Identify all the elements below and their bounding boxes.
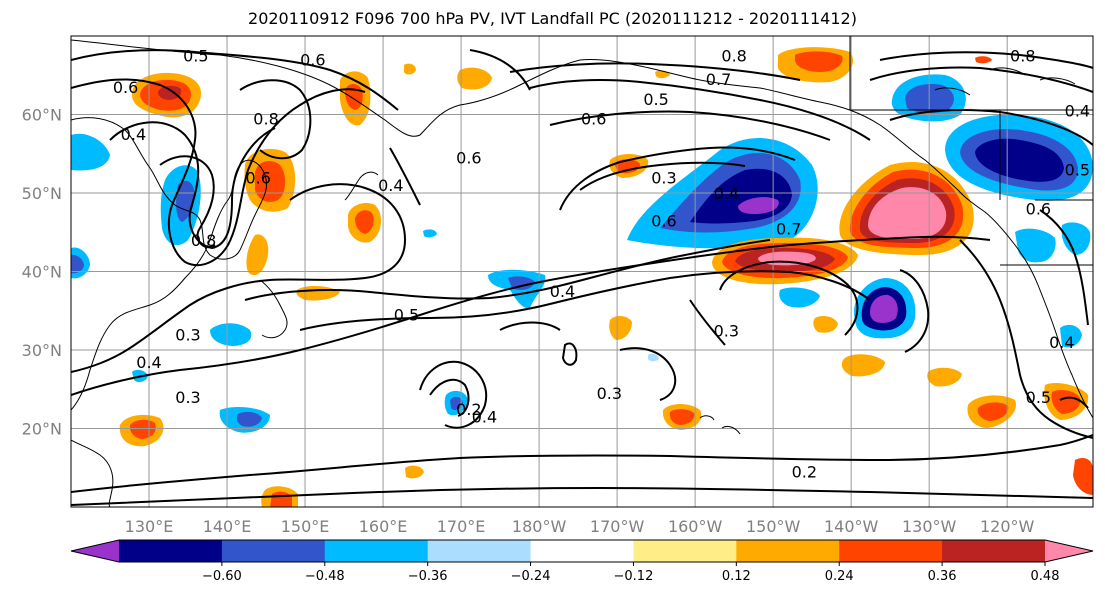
contour-label: 0.3 <box>714 321 739 340</box>
colorbar-segment <box>839 540 943 562</box>
colorbar-segment <box>427 540 532 562</box>
contour-label: 0.6 <box>1026 200 1051 219</box>
positive-anomaly-pacific-northwest <box>839 161 974 255</box>
colorbar-extend-high <box>1045 540 1093 562</box>
lat-tick-label: 60°N <box>22 106 62 125</box>
contour-label: 0.3 <box>597 384 622 403</box>
contour-label: 0.6 <box>113 78 138 97</box>
contour-label: 0.4 <box>472 408 497 427</box>
colorbar: −0.60 −0.48 −0.36 −0.24 −0.12 0.12 0.24 0.36 0.4… <box>70 539 1094 584</box>
ivt-contours <box>71 49 1093 506</box>
coastlines <box>71 36 1093 507</box>
colorbar-tick-label: 0.24 <box>825 569 854 584</box>
colorbar-segment <box>530 540 634 562</box>
contour-label: 0.5 <box>183 47 208 66</box>
colorbar-outline <box>70 539 1094 563</box>
latitude-ticks: 20°N 30°N 40°N 50°N 60°N <box>22 106 62 439</box>
negative-anomaly-subtropical <box>854 278 916 339</box>
lon-tick-label: 180°W <box>512 517 567 536</box>
lon-tick-label: 140°E <box>203 517 252 536</box>
contour-label: 0.4 <box>136 353 161 372</box>
colorbar-segment <box>324 540 429 562</box>
contour-label: 0.3 <box>651 168 676 187</box>
colorbar-tick-label: −0.36 <box>408 569 448 584</box>
lat-tick-label: 40°N <box>22 263 62 282</box>
contour-label: 0.4 <box>714 184 739 203</box>
contour-label: 0.8 <box>253 109 278 128</box>
lon-tick-label: 160°W <box>668 517 723 536</box>
colorbar-tick-label: −0.60 <box>202 569 242 584</box>
contour-label: 0.7 <box>776 219 801 238</box>
contour-label: 0.4 <box>378 176 403 195</box>
contour-label: 0.2 <box>792 463 817 482</box>
map-frame <box>70 35 1094 508</box>
colorbar-tick-label: 0.48 <box>1031 569 1060 584</box>
lat-tick-label: 50°N <box>22 184 62 203</box>
map-title: 2020110912 F096 700 hPa PV, IVT Landfall… <box>248 9 857 28</box>
lon-tick-label: 130°W <box>902 517 957 536</box>
longitude-ticks: 130°E 140°E 150°E 160°E 170°E 180°W 170°W 160°W… <box>125 517 1035 536</box>
colorbar-segment <box>221 540 326 562</box>
contour-label: 0.4 <box>121 125 146 144</box>
contour-label: 0.6 <box>581 109 606 128</box>
contour-label: 0.8 <box>191 231 216 250</box>
contour-label: 0.6 <box>651 211 676 230</box>
colorbar-tick-label: 0.12 <box>722 569 751 584</box>
contour-label: 0.7 <box>706 70 731 89</box>
colorbar-segment <box>736 540 840 562</box>
lon-tick-label: 140°W <box>824 517 879 536</box>
map-plot-area: 0.5 0.6 0.6 0.8 0.4 0.6 0.4 0.8 0.6 0.8 0.7 0.5 0.6 0… <box>71 36 1093 507</box>
graticule <box>71 36 1093 507</box>
colorbar-segment <box>119 540 223 562</box>
contour-label: 0.3 <box>175 388 200 407</box>
contour-labels: 0.5 0.6 0.6 0.8 0.4 0.6 0.4 0.8 0.6 0.8 0.7 0.5 0.6 0… <box>113 47 1090 482</box>
colorbar-segment <box>633 540 737 562</box>
colorbar-segment <box>942 540 1046 562</box>
colorbar-tick-label: −0.24 <box>511 569 551 584</box>
colorbar-extend-low <box>71 540 119 562</box>
contour-label: 0.4 <box>550 282 575 301</box>
lon-tick-label: 130°E <box>125 517 174 536</box>
lon-tick-label: 160°E <box>359 517 408 536</box>
contour-label: 0.4 <box>1065 102 1090 121</box>
contour-label: 0.8 <box>721 47 746 66</box>
pv-shading <box>71 47 1093 507</box>
contour-label: 0.5 <box>643 90 668 109</box>
colorbar-tick-label: 0.36 <box>928 569 957 584</box>
lon-tick-label: 150°E <box>281 517 330 536</box>
contour-label: 0.5 <box>1065 160 1090 179</box>
lat-tick-label: 20°N <box>22 420 62 439</box>
positive-anomaly-band <box>712 237 858 285</box>
contour-label: 0.6 <box>456 149 481 168</box>
colorbar-tick-label: −0.12 <box>614 569 654 584</box>
contour-label: 0.5 <box>394 306 419 325</box>
lon-tick-label: 150°W <box>746 517 801 536</box>
contour-label: 0.8 <box>1010 47 1035 66</box>
contour-label: 0.4 <box>1049 333 1074 352</box>
contour-label: 0.6 <box>300 51 325 70</box>
lon-tick-label: 170°W <box>590 517 645 536</box>
lon-tick-label: 170°E <box>437 517 486 536</box>
contour-label: 0.2 <box>456 400 481 419</box>
lon-tick-label: 120°W <box>980 517 1035 536</box>
contour-label: 0.5 <box>1026 388 1051 407</box>
lat-tick-label: 30°N <box>22 341 62 360</box>
contour-label: 0.3 <box>175 325 200 344</box>
contour-label: 0.6 <box>246 168 271 187</box>
colorbar-tick-label: −0.48 <box>305 569 345 584</box>
